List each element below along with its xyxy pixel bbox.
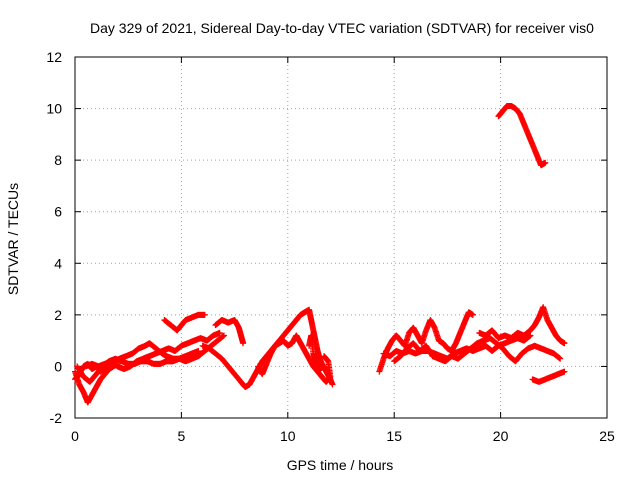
series-track-e xyxy=(161,311,208,334)
data-point xyxy=(320,353,327,360)
x-tick-label: 20 xyxy=(493,428,509,444)
y-tick-label: 8 xyxy=(54,152,62,168)
x-tick-label: 10 xyxy=(280,428,296,444)
series-track-d xyxy=(82,329,223,373)
data-point xyxy=(240,340,247,347)
y-tick-label: 0 xyxy=(54,358,62,374)
y-tick-label: 2 xyxy=(54,307,62,323)
x-axis-label: GPS time / hours xyxy=(287,457,394,473)
series-track-o xyxy=(495,102,549,169)
data-point xyxy=(542,159,549,166)
series-track-j xyxy=(376,309,476,375)
y-tick-label: 6 xyxy=(54,204,62,220)
data-point xyxy=(561,340,568,347)
y-tick-label: 10 xyxy=(46,101,62,117)
data-point xyxy=(561,368,568,375)
plot-frame xyxy=(74,56,608,419)
data-point xyxy=(220,332,227,339)
y-tick-label: 12 xyxy=(46,49,62,65)
series-track-n xyxy=(529,368,568,385)
data-point xyxy=(329,381,336,388)
data-point xyxy=(527,332,534,339)
data-point xyxy=(201,311,208,318)
y-tick-label: -2 xyxy=(50,410,63,426)
data-point xyxy=(195,347,202,354)
data-markers xyxy=(72,102,568,406)
x-tick-label: 5 xyxy=(178,428,186,444)
tick-labels: 0 5 10 15 20 25 -2 0 2 4 6 8 10 12 xyxy=(46,49,615,444)
series-track-f xyxy=(212,317,247,347)
data-point xyxy=(469,311,476,318)
axes xyxy=(74,56,608,419)
data-point xyxy=(557,355,564,362)
series-track-m xyxy=(476,304,568,347)
x-tick-label: 15 xyxy=(386,428,402,444)
data-point xyxy=(216,329,223,336)
y-tick-label: 4 xyxy=(54,255,62,271)
series-track-l xyxy=(391,335,564,365)
series-track-i xyxy=(306,332,336,388)
series-track-h xyxy=(255,332,334,385)
chart-title: Day 329 of 2021, Sidereal Day-to-day VTE… xyxy=(90,20,594,36)
series-track-c xyxy=(74,332,227,385)
x-tick-label: 25 xyxy=(599,428,615,444)
x-tick-label: 0 xyxy=(71,428,79,444)
y-axis-label: SDTVAR / TECUs xyxy=(5,183,21,295)
